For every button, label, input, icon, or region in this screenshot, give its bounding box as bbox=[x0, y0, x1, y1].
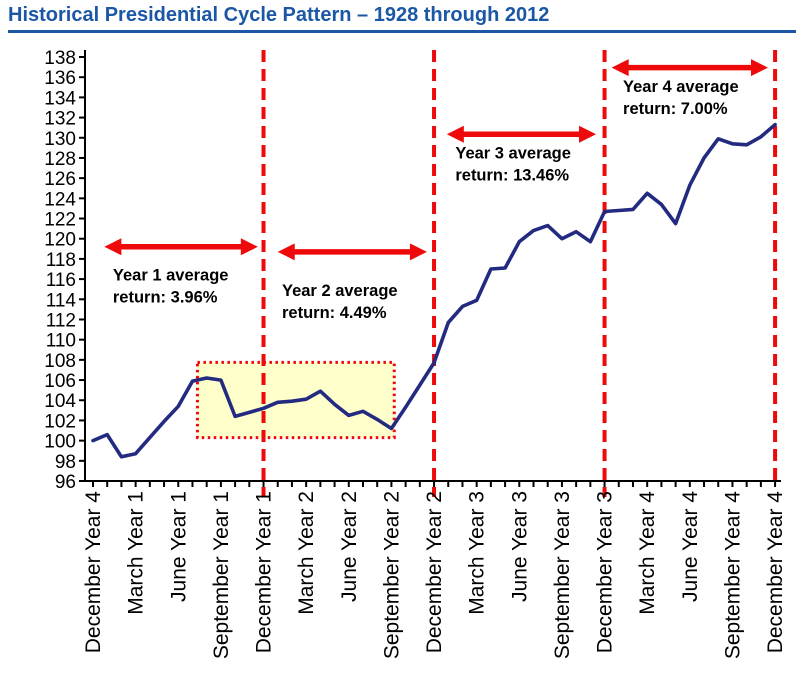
x-tick-label: December Year 2 bbox=[423, 491, 446, 653]
avg-return-label-line2: return: 4.49% bbox=[282, 304, 387, 322]
avg-return-label-line1: Year 4 average bbox=[623, 78, 739, 96]
presidential-cycle-chart: 9698100102104106108110112114116118120122… bbox=[44, 48, 787, 659]
arrow-left-head bbox=[611, 59, 629, 77]
y-tick-label: 128 bbox=[44, 149, 76, 170]
avg-return-label-line2: return: 13.46% bbox=[455, 166, 569, 184]
avg-return-label-line1: Year 1 average bbox=[113, 267, 229, 285]
title-underline bbox=[8, 30, 796, 33]
y-tick-label: 116 bbox=[46, 270, 76, 291]
y-tick-label: 98 bbox=[55, 452, 76, 473]
x-tick-label: September Year 4 bbox=[721, 491, 744, 659]
x-tick-label: March Year 4 bbox=[636, 491, 659, 615]
y-tick-label: 120 bbox=[44, 230, 76, 251]
x-tick-label: March Year 2 bbox=[295, 491, 318, 615]
y-tick-label: 114 bbox=[46, 290, 77, 311]
y-tick-label: 108 bbox=[44, 351, 76, 372]
y-tick-label: 132 bbox=[44, 109, 76, 130]
y-tick-label: 124 bbox=[44, 189, 76, 210]
avg-return-label-line2: return: 3.96% bbox=[113, 289, 218, 307]
avg-return-label-line1: Year 2 average bbox=[282, 282, 398, 300]
arrow-right-head bbox=[240, 238, 258, 256]
x-tick-label: March Year 3 bbox=[466, 491, 489, 615]
y-tick-label: 130 bbox=[44, 129, 76, 150]
x-tick-label: December Year 1 bbox=[253, 491, 276, 653]
x-tick-label: September Year 3 bbox=[551, 491, 574, 659]
x-tick-label: June Year 1 bbox=[167, 491, 190, 602]
x-tick-label: June Year 4 bbox=[679, 491, 702, 602]
arrow-left-head bbox=[277, 243, 295, 261]
arrow-right-head bbox=[750, 59, 768, 77]
presidential-cycle-line bbox=[91, 122, 777, 459]
y-tick-label: 136 bbox=[44, 68, 76, 89]
y-tick-label: 96 bbox=[55, 472, 76, 493]
avg-return-label-line2: return: 7.00% bbox=[623, 100, 728, 118]
y-tick-label: 106 bbox=[44, 371, 76, 392]
x-tick-label: June Year 2 bbox=[338, 491, 361, 602]
chart-title: Historical Presidential Cycle Pattern – … bbox=[8, 4, 550, 26]
avg-return-label-line1: Year 3 average bbox=[455, 144, 571, 162]
y-tick-label: 112 bbox=[46, 310, 76, 331]
y-tick-label: 122 bbox=[44, 210, 76, 231]
y-tick-label: 134 bbox=[44, 88, 76, 109]
y-tick-label: 138 bbox=[44, 48, 76, 69]
x-tick-label: March Year 1 bbox=[125, 491, 148, 615]
x-tick-label: December Year 4 bbox=[82, 491, 105, 654]
arrow-right-head bbox=[579, 125, 597, 143]
arrow-left-head bbox=[104, 238, 122, 256]
y-tick-label: 118 bbox=[46, 250, 76, 271]
arrow-right-head bbox=[409, 243, 427, 261]
x-tick-label: December Year 4 bbox=[764, 491, 787, 654]
x-tick-label: June Year 3 bbox=[508, 491, 531, 602]
y-tick-label: 126 bbox=[44, 169, 76, 190]
x-tick-label: September Year 2 bbox=[380, 491, 403, 659]
y-tick-label: 100 bbox=[44, 432, 76, 453]
arrow-left-head bbox=[446, 125, 464, 143]
x-tick-label: December Year 3 bbox=[594, 491, 617, 653]
y-tick-label: 110 bbox=[46, 331, 76, 352]
page-header: Historical Presidential Cycle Pattern – … bbox=[0, 0, 800, 27]
x-tick-label: September Year 1 bbox=[210, 491, 233, 659]
y-tick-label: 102 bbox=[44, 411, 76, 432]
y-tick-label: 104 bbox=[44, 391, 76, 412]
